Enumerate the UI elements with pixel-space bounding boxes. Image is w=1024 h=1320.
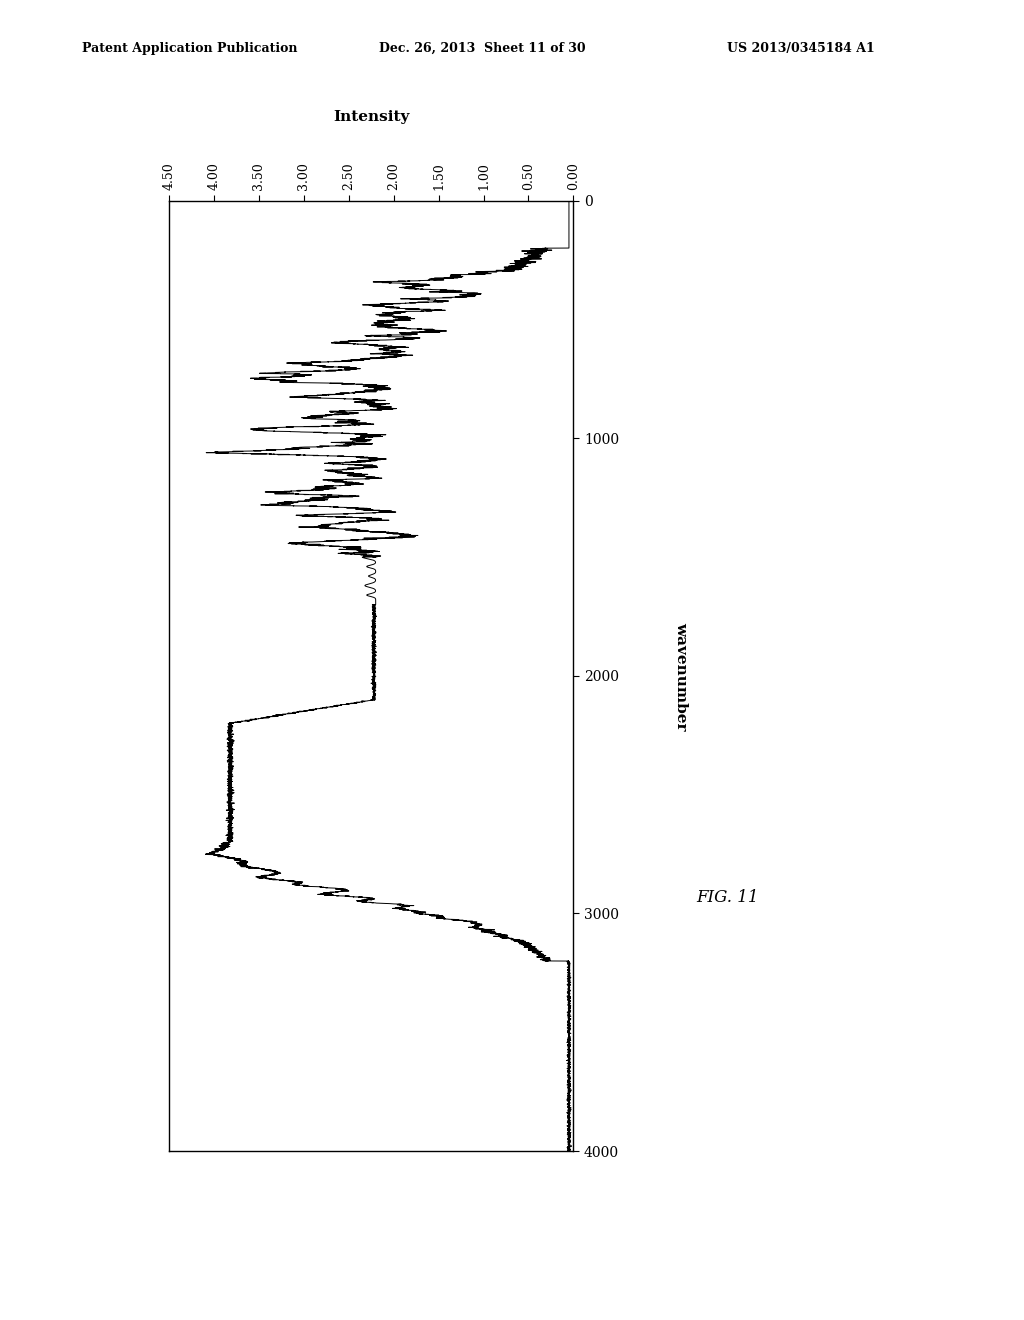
X-axis label: Intensity: Intensity [333, 110, 410, 124]
Text: US 2013/0345184 A1: US 2013/0345184 A1 [727, 42, 874, 55]
Y-axis label: wavenumber: wavenumber [675, 622, 688, 730]
Text: Patent Application Publication: Patent Application Publication [82, 42, 297, 55]
Text: FIG. 11: FIG. 11 [696, 890, 759, 906]
Text: Dec. 26, 2013  Sheet 11 of 30: Dec. 26, 2013 Sheet 11 of 30 [379, 42, 586, 55]
